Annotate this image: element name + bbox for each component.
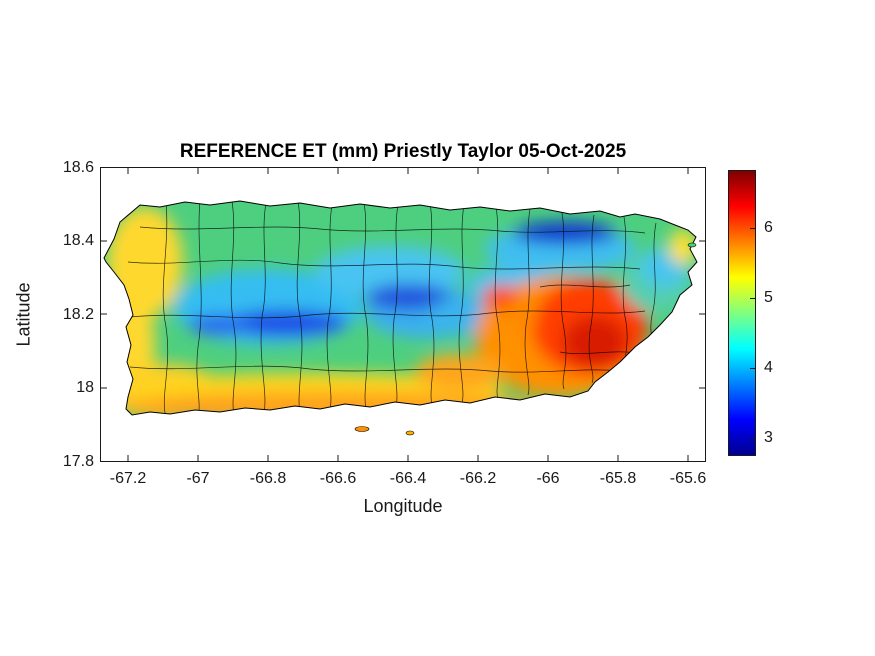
- y-tick-label: 18.2: [62, 306, 94, 323]
- y-tick-label: 17.8: [62, 453, 94, 470]
- offshore-islets: [354, 242, 697, 436]
- x-tick-label: -65.6: [669, 470, 707, 487]
- y-tick-label: 18.6: [62, 159, 94, 176]
- colorbar-tick-mark: [750, 438, 755, 439]
- map-canvas: [100, 167, 706, 462]
- colorbar-tick-mark: [750, 298, 755, 299]
- x-tick-marks: [127, 167, 689, 462]
- x-tick-label: -66.4: [389, 470, 427, 487]
- y-tick-label: 18: [76, 379, 94, 396]
- chart-title: REFERENCE ET (mm) Priestly Taylor 05-Oct…: [179, 141, 627, 162]
- axes-box: [100, 167, 706, 462]
- x-tick-label: -66.2: [459, 470, 497, 487]
- x-tick-label: -66: [536, 470, 560, 487]
- x-axis-label: Longitude: [363, 496, 443, 516]
- colorbar: [728, 170, 756, 456]
- municipal-boundaries: [127, 201, 657, 415]
- x-tick-label: -65.8: [599, 470, 637, 487]
- coastline: [103, 200, 698, 416]
- x-tick-label: -66.8: [249, 470, 287, 487]
- colorbar-tick-mark: [750, 228, 755, 229]
- colorbar-tick-label: 5: [764, 289, 773, 306]
- y-tick-marks: [100, 240, 706, 389]
- y-axis-label: Latitude: [13, 282, 34, 347]
- colorbar-tick-mark: [750, 368, 755, 369]
- et-field: [104, 201, 697, 415]
- x-tick-label: -67: [186, 470, 210, 487]
- x-tick-label: -67.2: [109, 470, 147, 487]
- colorbar-tick-label: 4: [764, 359, 773, 376]
- colorbar-tick-label: 6: [764, 219, 773, 236]
- colorbar-tick-label: 3: [764, 429, 773, 446]
- x-tick-label: -66.6: [319, 470, 357, 487]
- plot-area: [100, 167, 706, 462]
- y-tick-label: 18.4: [62, 232, 94, 249]
